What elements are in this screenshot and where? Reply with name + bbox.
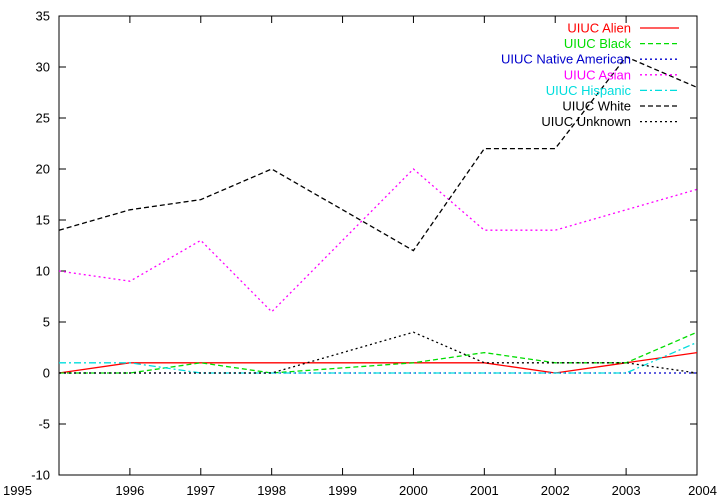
x-tick-label: 2003 [612,483,641,498]
x-tick-label: 1998 [257,483,286,498]
x-tick-label: 1995 [3,483,32,498]
y-tick-label: 5 [43,315,50,330]
y-tick-label: 25 [36,111,50,126]
x-tick-label: 1997 [186,483,215,498]
legend-label: UIUC Alien [567,21,631,36]
legend-label: UIUC Asian [564,67,631,82]
series-line-uiuc-hispanic [59,341,698,374]
x-tick-label: 1996 [115,483,144,498]
y-tick-label: 20 [36,162,50,177]
legend-label: UIUC White [562,99,631,114]
legend-label: UIUC Native American [501,52,631,67]
legend-label: UIUC Unknown [541,114,631,129]
y-tick-label: 30 [36,60,50,75]
y-tick-label: -5 [38,417,50,432]
y-tick-label: -10 [31,468,50,483]
series-line-uiuc-white [58,56,698,252]
x-tick-label: 1999 [328,483,357,498]
x-axis-ticks: 1995 1996 1997 1998 1999 2000 2001 2002 2003 2004 [3,16,717,498]
x-tick-label: 2002 [541,483,570,498]
series-line-uiuc-asian [58,168,698,313]
y-tick-label: 35 [36,9,50,24]
y-tick-label: 15 [36,213,50,228]
series-line-uiuc-unknown [59,331,698,374]
y-tick-label: 0 [43,366,50,381]
x-tick-label: 2001 [470,483,499,498]
legend-label: UIUC Black [564,36,632,51]
x-tick-label: 2000 [399,483,428,498]
x-tick-label: 2004 [688,483,717,498]
series-lines [58,56,698,374]
legend-label: UIUC Hispanic [546,83,632,98]
plot-frame [58,15,698,476]
y-tick-label: 10 [36,264,50,279]
plot-area-border [58,15,698,476]
y-axis-ticks: -10 -5 0 5 10 15 20 25 30 35 [31,9,697,483]
